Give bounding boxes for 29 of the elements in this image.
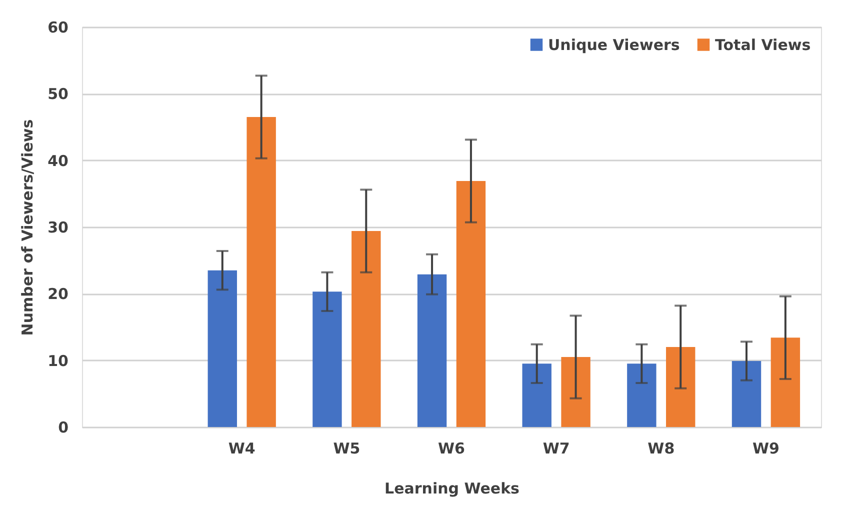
bar	[732, 361, 762, 427]
bar	[246, 117, 276, 427]
x-axis-title: Learning Weeks	[384, 480, 520, 498]
bar	[312, 292, 342, 427]
y-tick-label: 20	[48, 285, 68, 304]
legend-label: Unique Viewers	[548, 36, 680, 54]
bar	[666, 347, 696, 427]
y-axis-title: Number of Viewers/Views	[18, 119, 37, 336]
x-tick-label: W7	[542, 440, 570, 458]
legend-label: Total Views	[715, 36, 811, 54]
bar	[627, 364, 656, 427]
y-tick-label: 10	[48, 352, 68, 370]
x-tick-label: W6	[438, 440, 465, 458]
bar	[417, 274, 447, 427]
bar	[770, 338, 800, 427]
y-tick-label: 0	[58, 418, 68, 436]
bar	[456, 181, 486, 427]
y-tick-label: 30	[48, 218, 68, 236]
x-tick-label: W4	[228, 440, 256, 458]
bar	[352, 231, 381, 427]
x-tick-label: W5	[333, 440, 360, 458]
x-tick-label: W8	[648, 440, 675, 458]
bar	[522, 364, 552, 427]
bar	[208, 270, 237, 427]
bar	[561, 357, 590, 427]
y-tick-label: 40	[48, 152, 68, 170]
y-tick-label: 50	[48, 85, 68, 104]
y-tick-label: 60	[48, 18, 68, 36]
x-tick-label: W9	[752, 440, 780, 458]
